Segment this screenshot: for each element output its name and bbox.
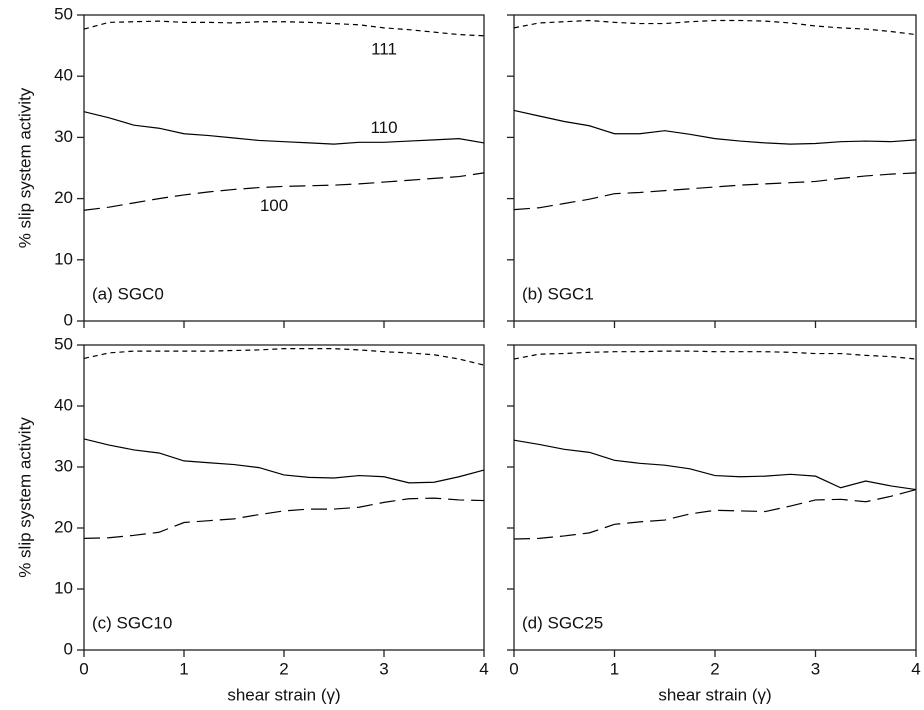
y-tick-label: 50 — [54, 334, 73, 353]
series-line — [83, 172, 485, 211]
x-tick-label: 4 — [911, 659, 920, 678]
y-tick-label: 0 — [64, 639, 73, 658]
x-tick-label: 4 — [479, 659, 488, 678]
series-line — [513, 19, 917, 36]
series-label: 111 — [371, 39, 397, 58]
y-tick-label: 10 — [54, 578, 73, 597]
y-tick-label: 10 — [54, 249, 73, 268]
series-line — [513, 350, 917, 360]
x-tick-label: 1 — [610, 659, 619, 678]
y-axis-label: % slip system activity — [15, 417, 34, 578]
series-line — [83, 497, 485, 539]
series-label: 100 — [260, 196, 288, 215]
plot-frame — [83, 344, 485, 651]
panel-label: (d) SGC25 — [522, 613, 603, 632]
y-axis-label: % slip system activity — [15, 87, 34, 248]
panel-label: (a) SGC0 — [92, 284, 164, 303]
y-tick-label: 20 — [54, 517, 73, 536]
panel-label: (b) SGC1 — [522, 284, 594, 303]
series-line — [83, 20, 485, 37]
y-tick-label: 40 — [54, 66, 73, 85]
x-tick-label: 1 — [179, 659, 188, 678]
x-tick-label: 3 — [811, 659, 820, 678]
y-tick-label: 20 — [54, 188, 73, 207]
y-tick-label: 50 — [54, 4, 73, 23]
y-tick-label: 40 — [54, 395, 73, 414]
x-axis-label: shear strain (γ) — [227, 685, 340, 704]
series-label: 110 — [370, 118, 397, 137]
plot-frame — [513, 14, 917, 322]
series-line — [83, 348, 485, 366]
plot-frame — [513, 344, 917, 651]
x-tick-label: 0 — [509, 659, 518, 678]
x-tick-label: 0 — [79, 659, 88, 678]
y-tick-label: 30 — [54, 127, 73, 146]
series-line — [513, 488, 917, 540]
x-tick-label: 2 — [279, 659, 288, 678]
series-line — [513, 439, 917, 491]
series-line — [513, 109, 917, 145]
plot-frame — [83, 14, 485, 322]
series-line — [513, 172, 917, 211]
series-line — [83, 438, 485, 484]
x-tick-label: 2 — [710, 659, 719, 678]
panel-label: (c) SGC10 — [92, 613, 172, 632]
x-tick-label: 3 — [379, 659, 388, 678]
y-tick-label: 0 — [64, 310, 73, 329]
series-line — [83, 111, 485, 145]
x-axis-label: shear strain (γ) — [658, 685, 771, 704]
y-tick-label: 30 — [54, 456, 73, 475]
